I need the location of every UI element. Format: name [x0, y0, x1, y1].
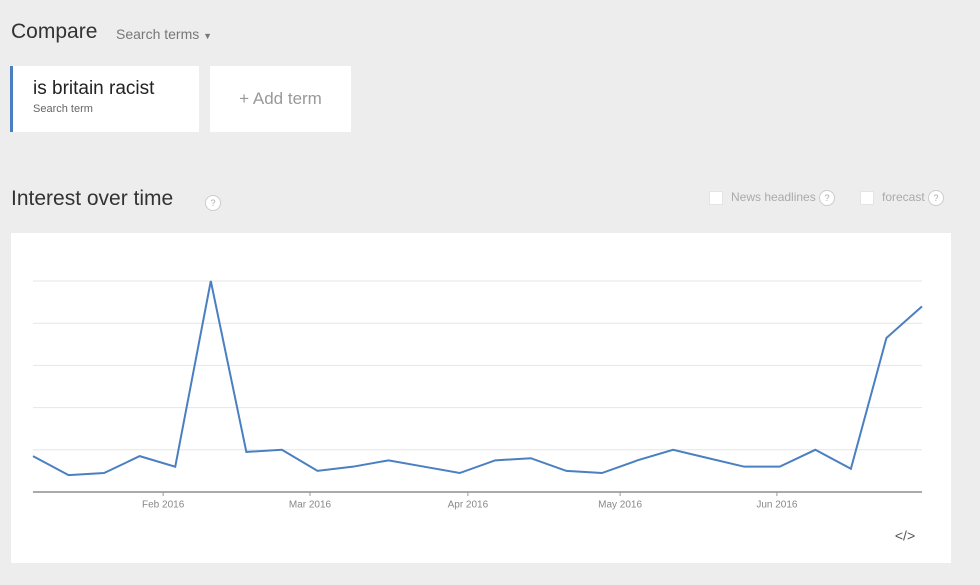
x-tick-label: Apr 2016 [448, 500, 489, 511]
compare-title: Compare [11, 20, 98, 43]
forecast-option[interactable]: forecast ? [860, 190, 945, 206]
chart-card [11, 233, 951, 563]
x-tick-label: May 2016 [598, 500, 642, 511]
term-label: is britain racist [33, 78, 155, 99]
line-series [32, 280, 923, 477]
help-icon[interactable]: ? [819, 190, 836, 206]
x-tick-label: Mar 2016 [289, 500, 332, 511]
embed-button[interactable]: </> [895, 528, 915, 544]
x-tick-label: Feb 2016 [142, 500, 185, 511]
option-label: News headlines [731, 190, 816, 204]
news-option[interactable]: News headlines ? [709, 190, 836, 206]
help-icon[interactable]: ? [205, 195, 221, 211]
x-tick-label: Jun 2016 [756, 500, 798, 511]
dropdown-label: Search terms [116, 26, 200, 42]
search-terms-dropdown[interactable]: Search terms ▼ [116, 26, 212, 42]
term-sublabel: Search term [33, 103, 93, 115]
checkbox [709, 190, 723, 205]
caret: ▼ [203, 31, 213, 41]
option-label: forecast [882, 190, 925, 204]
add-term[interactable]: + Add term [210, 66, 351, 132]
checkbox [860, 190, 874, 205]
help-icon[interactable]: ? [928, 190, 945, 206]
section-title: Interest over time [11, 187, 174, 210]
term-card[interactable]: is britain racist Search term [10, 66, 199, 132]
